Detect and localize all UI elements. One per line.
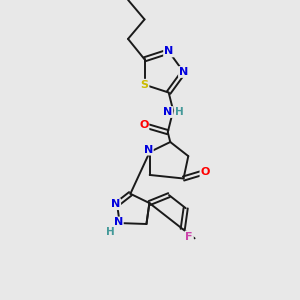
Text: F: F [185, 232, 193, 242]
Text: N: N [111, 199, 120, 209]
Text: O: O [139, 120, 148, 130]
Text: N: N [179, 67, 188, 77]
Text: N: N [164, 46, 173, 56]
Text: S: S [140, 80, 148, 90]
Text: H: H [176, 107, 184, 117]
Text: H: H [106, 227, 115, 237]
Text: N: N [163, 107, 172, 117]
Text: N: N [144, 145, 153, 155]
Text: N: N [114, 218, 123, 227]
Text: O: O [200, 167, 210, 177]
